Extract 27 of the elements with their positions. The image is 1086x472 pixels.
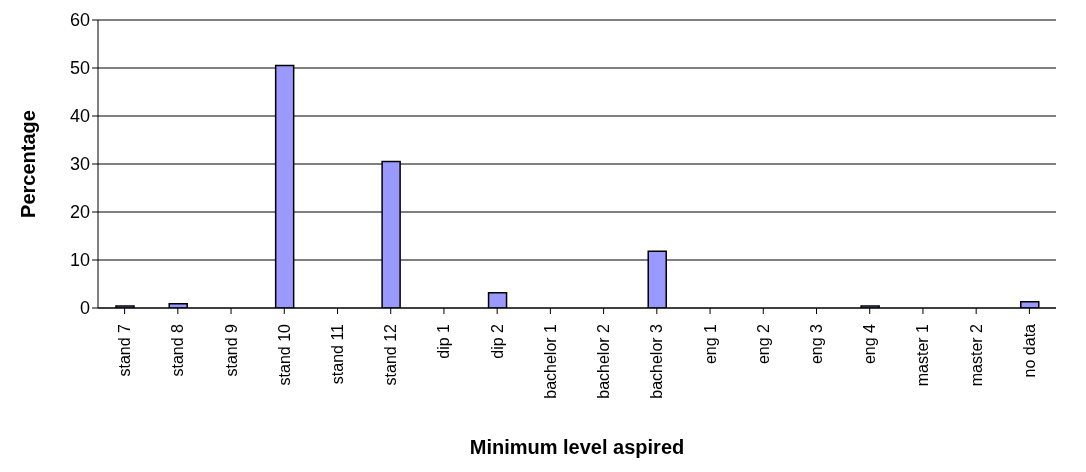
y-tick-label: 30: [69, 154, 90, 175]
x-tick-label: stand 8: [169, 323, 187, 377]
x-tick-label: dip 2: [488, 323, 506, 359]
x-tick-label: eng 3: [808, 323, 825, 365]
x-tick-label: stand 12: [382, 323, 400, 386]
y-tick-label: 60: [69, 10, 90, 31]
x-tick-label: eng 4: [861, 323, 879, 365]
x-tick-label: bachelor 3: [648, 323, 666, 399]
y-tick-label: 50: [69, 58, 90, 79]
x-tick-label: eng 1: [701, 323, 719, 365]
x-tick-label: stand 9: [222, 323, 240, 377]
x-tick-label: eng 2: [754, 323, 772, 365]
x-tick-label: stand 7: [116, 323, 134, 377]
x-tick-label: bachelor 1: [541, 323, 559, 399]
x-tick-label: dip 1: [435, 323, 453, 359]
y-tick-label: 0: [79, 298, 90, 319]
x-tick-label: no data: [1020, 323, 1038, 378]
y-tick-label: 20: [69, 202, 90, 223]
y-axis-title: Percentage: [17, 110, 40, 218]
x-tick-label: stand 11: [329, 323, 346, 385]
x-tick-label: bachelor 2: [595, 323, 613, 399]
y-tick-label: 10: [69, 250, 90, 271]
x-axis-title: Minimum level aspired: [469, 436, 685, 458]
x-tick-label: stand 10: [275, 323, 293, 386]
y-tick-label: 40: [69, 106, 90, 127]
x-tick-label: master 2: [967, 323, 985, 387]
x-tick-label: master 1: [914, 323, 932, 387]
